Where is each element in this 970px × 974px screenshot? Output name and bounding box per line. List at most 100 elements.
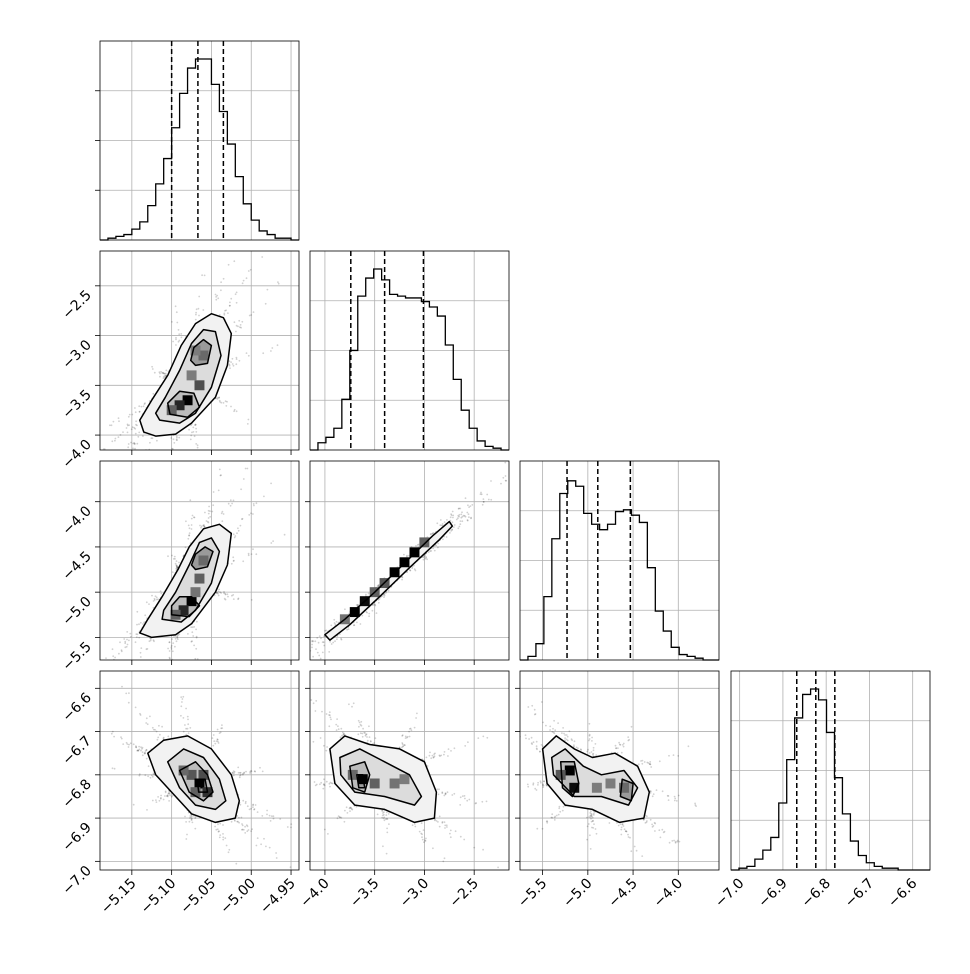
scatter-point (432, 755, 434, 757)
scatter-point (536, 828, 538, 830)
scatter-point (208, 517, 210, 519)
scatter-point (270, 350, 272, 352)
scatter-point (429, 752, 431, 754)
scatter-point (145, 455, 147, 457)
scatter-point (235, 863, 237, 865)
scatter-point (437, 543, 439, 545)
scatter-point (444, 827, 446, 829)
scatter-point (483, 498, 485, 500)
scatter-point (234, 321, 236, 323)
scatter-point (416, 713, 418, 715)
scatter-point (347, 812, 349, 814)
scatter-point (118, 436, 120, 438)
scatter-point (346, 629, 348, 631)
scatter-point (266, 810, 268, 812)
scatter-point (132, 426, 134, 428)
scatter-point (120, 736, 122, 738)
scatter-point (545, 725, 547, 727)
scatter-point (441, 525, 443, 527)
scatter-point (235, 331, 237, 333)
scatter-point (217, 823, 219, 825)
scatter-point (140, 656, 142, 658)
scatter-point (444, 751, 446, 753)
scatter-point (460, 836, 462, 838)
scatter-point (232, 594, 234, 596)
scatter-point (148, 765, 150, 767)
scatter-point (236, 532, 238, 534)
scatter-point (237, 767, 239, 769)
scatter-point (310, 699, 312, 701)
scatter-point (222, 839, 224, 841)
scatter-point (340, 728, 342, 730)
scatter-point (126, 639, 128, 641)
density-cell (187, 370, 197, 380)
scatter-point (217, 739, 219, 741)
scatter-point (155, 595, 157, 597)
scatter-point (171, 321, 173, 323)
scatter-point (307, 672, 309, 674)
scatter-point (111, 424, 113, 426)
scatter-point (466, 800, 468, 802)
scatter-point (262, 352, 264, 354)
scatter-point (112, 767, 114, 769)
scatter-point (221, 512, 223, 514)
scatter-point (654, 830, 656, 832)
scatter-point (253, 505, 255, 507)
scatter-point (248, 355, 250, 357)
scatter-point (151, 595, 153, 597)
hist-panel-2 (520, 461, 719, 660)
scatter-point (333, 619, 335, 621)
scatter-point (464, 798, 466, 800)
scatter-point (237, 527, 239, 529)
scatter-point (185, 708, 187, 710)
scatter-point (330, 717, 332, 719)
scatter-point (145, 452, 147, 454)
scatter-point (455, 830, 457, 832)
scatter-point (242, 800, 244, 802)
scatter-point (444, 825, 446, 827)
scatter-point (219, 837, 221, 839)
scatter-point (330, 719, 332, 721)
scatter-point (127, 644, 129, 646)
scatter-point (218, 591, 220, 593)
scatter-point (194, 658, 196, 660)
scatter-point (243, 829, 245, 831)
scatter-point (128, 424, 130, 426)
scatter-point (266, 814, 268, 816)
scatter-point (113, 736, 115, 738)
scatter-point (357, 733, 359, 735)
scatter-point (151, 366, 153, 368)
scatter-point (217, 828, 219, 830)
scatter-point (383, 811, 385, 813)
scatter-point (191, 631, 193, 633)
scatter-point (128, 702, 130, 704)
scatter-point (157, 796, 159, 798)
scatter-point (193, 626, 195, 628)
scatter-point (457, 515, 459, 517)
scatter-point (103, 668, 105, 670)
scatter-point (130, 742, 132, 744)
density-cell (400, 774, 410, 784)
scatter-point (374, 605, 376, 607)
scatter-point (152, 727, 154, 729)
scatter-point (146, 648, 148, 650)
scatter-point (185, 520, 187, 522)
scatter-point (220, 474, 222, 476)
scatter-point (146, 758, 148, 760)
scatter-point (175, 339, 177, 341)
scatter-point (218, 595, 220, 597)
scatter-point (465, 497, 467, 499)
scatter-point (189, 532, 191, 534)
scatter-point (190, 435, 192, 437)
scatter-point (269, 815, 271, 817)
scatter-point (446, 826, 448, 828)
scatter-point (461, 520, 463, 522)
scatter-point (140, 750, 142, 752)
scatter-point (377, 814, 379, 816)
scatter-point (245, 468, 247, 470)
scatter-point (195, 319, 197, 321)
scatter-point (515, 450, 517, 452)
scatter-point (306, 652, 308, 654)
scatter-point (505, 480, 507, 482)
